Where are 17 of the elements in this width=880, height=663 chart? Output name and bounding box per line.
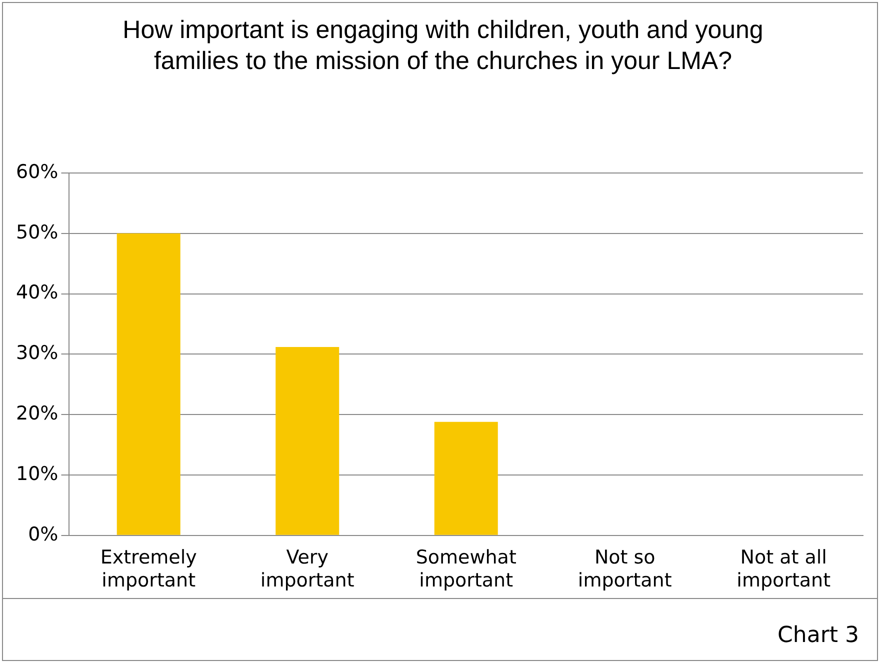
x-tick-label: Somewhat important — [416, 546, 516, 592]
bar — [276, 346, 340, 535]
x-tick-label: Not so important — [578, 546, 672, 592]
bar — [116, 233, 180, 535]
y-tick-label: 10% — [16, 462, 58, 485]
y-tick-label: 0% — [28, 523, 58, 546]
y-tick-label: 20% — [16, 402, 58, 425]
x-tick-label: Very important — [260, 546, 354, 592]
y-tick-label: 40% — [16, 282, 58, 304]
y-tick-label: 60% — [16, 160, 58, 183]
y-tick-label: 30% — [16, 342, 58, 364]
x-tick-label: Not at all important — [736, 546, 831, 592]
caption: Chart 3 — [778, 623, 859, 648]
x-tick-label: Extremely important — [100, 546, 197, 592]
y-tick-label: 50% — [16, 221, 58, 244]
bar — [434, 422, 498, 535]
chart-title: How important is engaging with children, youth and young families to the mission of the churches in your LMA? — [122, 15, 764, 77]
